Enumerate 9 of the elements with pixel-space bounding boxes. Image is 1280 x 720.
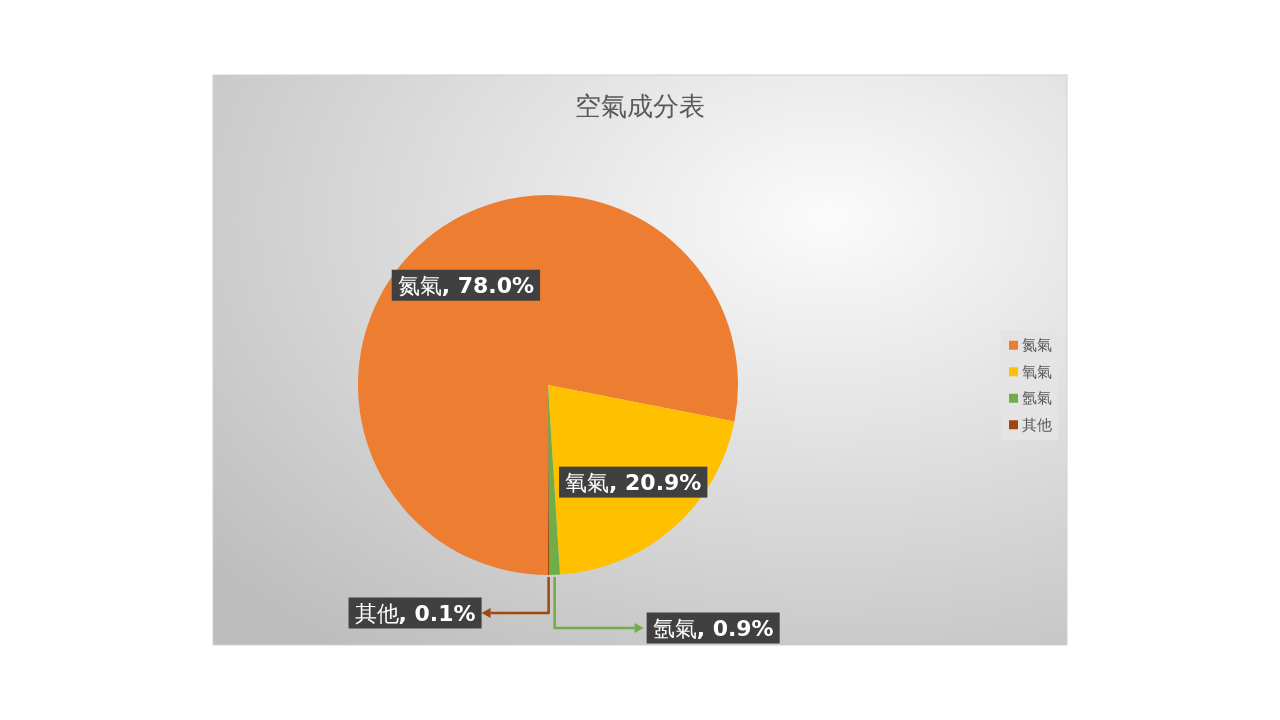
data-label: 氮氣, 78.0%: [397, 272, 535, 298]
legend-label: 氧氣: [1022, 362, 1052, 381]
legend-label: 氬氣: [1022, 389, 1052, 408]
data-label: 氬氣, 0.9%: [652, 615, 774, 641]
data-label: 氧氣, 20.9%: [565, 469, 702, 495]
legend-label: 其他: [1022, 415, 1052, 434]
chart-title: 空氣成分表: [575, 91, 705, 121]
data-label: 其他, 0.1%: [354, 600, 476, 626]
legend-label: 氮氣: [1022, 336, 1052, 355]
